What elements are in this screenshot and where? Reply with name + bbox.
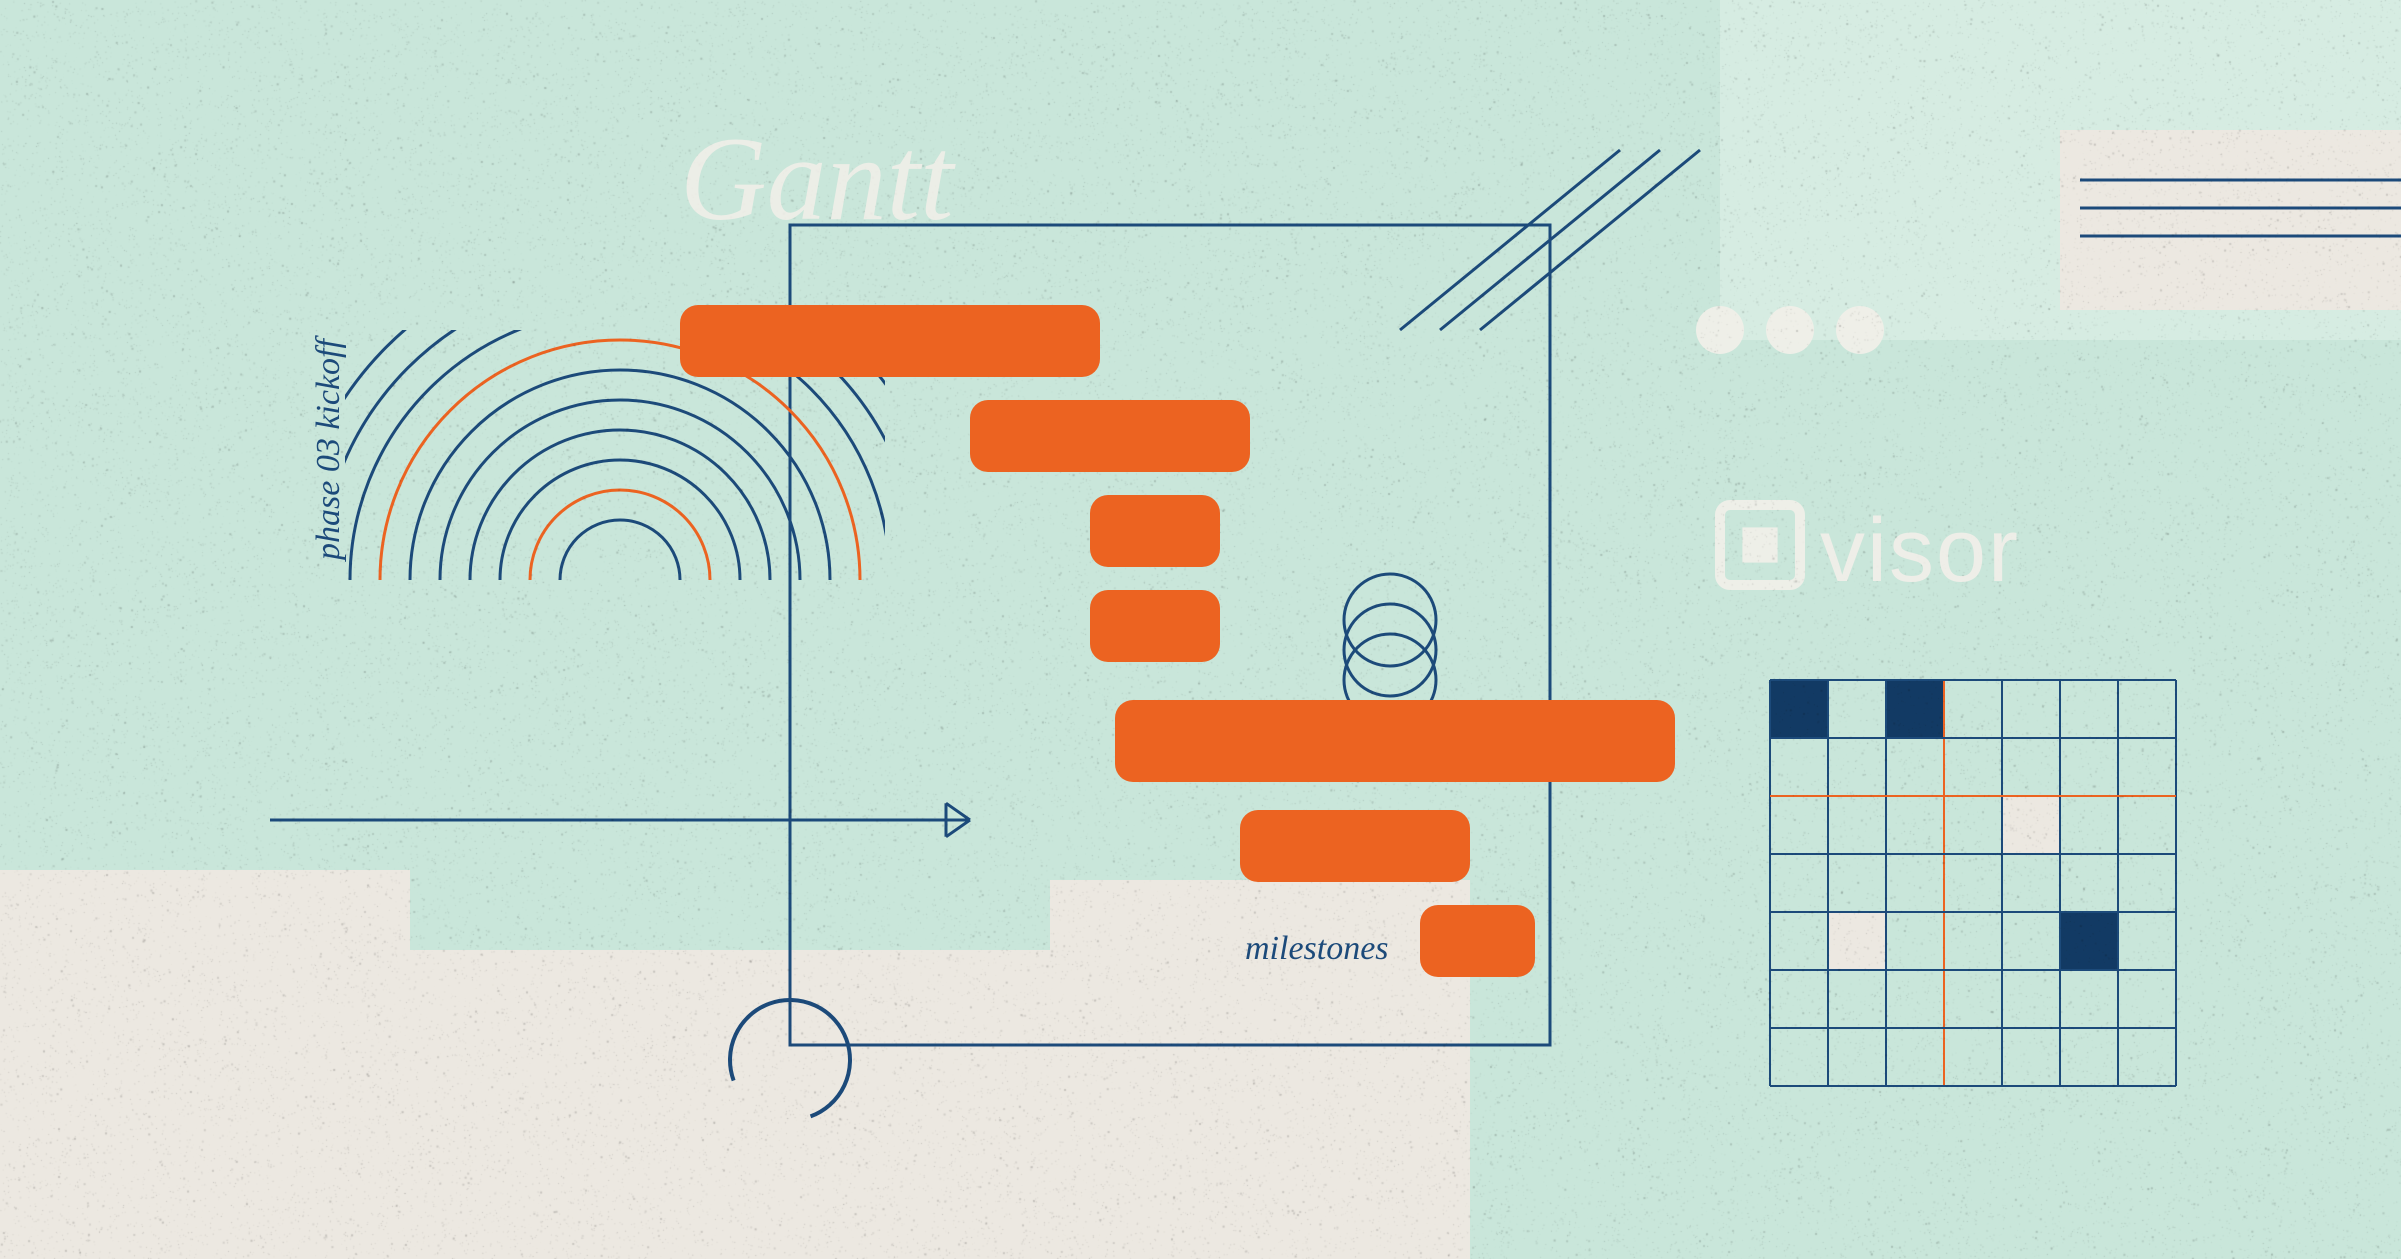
- decor-dot-icon: [1766, 306, 1814, 354]
- gantt-bar: [1420, 905, 1535, 977]
- decor-dot-icon: [1836, 306, 1884, 354]
- gantt-bar: [1090, 495, 1220, 567]
- brand-text: visor: [1820, 500, 2020, 603]
- spiral-circle-icon: [1344, 574, 1436, 666]
- gantt-bar: [1090, 590, 1220, 662]
- gantt-bar: [1240, 810, 1470, 882]
- gantt-bar: [1115, 700, 1675, 782]
- mini-grid: [1770, 680, 2176, 1086]
- gantt-bar: [970, 400, 1250, 472]
- visor-logo-icon: [1720, 505, 1800, 585]
- milestones-label: milestones: [1245, 930, 1389, 968]
- decor-dot-icon: [1696, 306, 1744, 354]
- diagonal-line-icon: [1400, 150, 1620, 330]
- spiral-circle-icon: [1344, 604, 1436, 696]
- diagonal-line-icon: [1480, 150, 1700, 330]
- gantt-title: Gantt: [680, 110, 953, 248]
- gantt-bar: [680, 305, 1100, 377]
- phase-label: phase 03 kickoff: [310, 339, 348, 560]
